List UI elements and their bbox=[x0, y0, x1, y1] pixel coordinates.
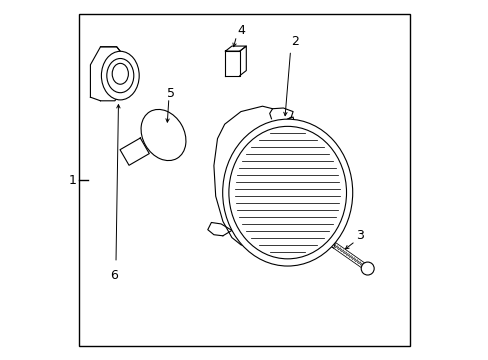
Text: 4: 4 bbox=[237, 24, 244, 37]
Text: 1: 1 bbox=[68, 174, 76, 186]
Text: 3: 3 bbox=[355, 229, 363, 242]
Ellipse shape bbox=[112, 63, 128, 84]
Ellipse shape bbox=[106, 58, 134, 93]
Ellipse shape bbox=[228, 126, 346, 259]
Text: 2: 2 bbox=[290, 35, 298, 48]
Text: 5: 5 bbox=[166, 87, 174, 100]
Ellipse shape bbox=[101, 51, 139, 100]
Ellipse shape bbox=[222, 119, 352, 266]
Circle shape bbox=[361, 262, 373, 275]
Ellipse shape bbox=[141, 109, 185, 161]
Text: 6: 6 bbox=[110, 269, 118, 282]
